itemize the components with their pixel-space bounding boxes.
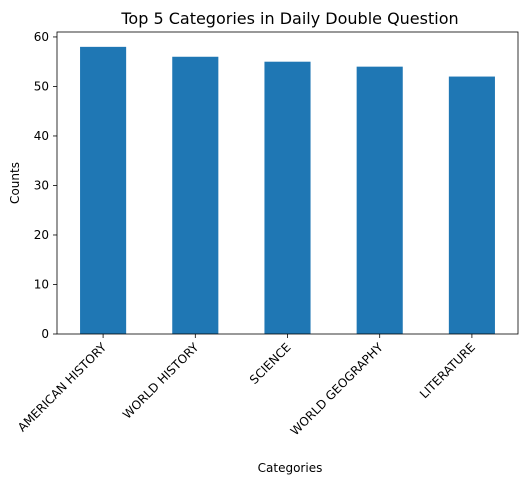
y-tick-label: 0 (41, 327, 49, 341)
y-tick-label: 60 (34, 30, 49, 44)
bar-world-history (172, 56, 219, 335)
y-tick-label: 20 (34, 228, 49, 242)
x-tick-label: SCIENCE (247, 340, 294, 387)
x-tick-label: WORLD GEOGRAPHY (288, 340, 387, 439)
x-axis-label: Categories (258, 461, 323, 475)
y-tick-label: 10 (34, 277, 49, 291)
y-tick-label: 40 (34, 129, 49, 143)
bar-american-history (80, 46, 127, 335)
x-tick-label: LITERATURE (417, 340, 478, 401)
y-tick-label: 50 (34, 79, 49, 93)
y-axis-label: Counts (8, 162, 22, 204)
bar-world-geography (356, 66, 403, 335)
x-tick-label: WORLD HISTORY (120, 340, 202, 422)
bar-literature (448, 76, 495, 335)
y-tick-label: 30 (34, 178, 49, 192)
plot-area: 0 10 20 30 40 50 60 AMERICAN HISTORY WORLD HISTO… (15, 30, 519, 439)
bar-science (264, 61, 311, 334)
chart-title: Top 5 Categories in Daily Double Questio… (120, 9, 458, 28)
x-tick-label: AMERICAN HISTORY (15, 340, 110, 435)
